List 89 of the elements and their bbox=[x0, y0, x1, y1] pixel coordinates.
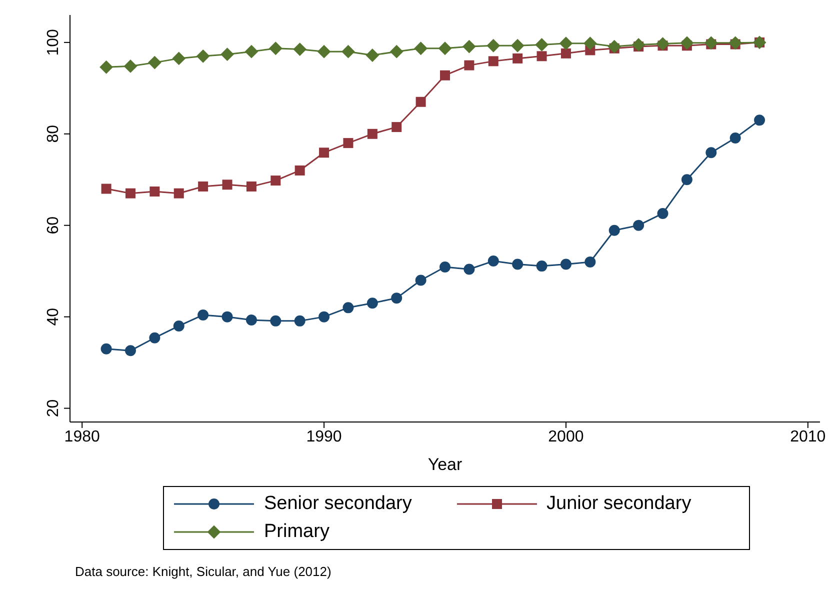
point bbox=[366, 298, 378, 309]
point bbox=[124, 345, 136, 356]
point bbox=[198, 181, 208, 192]
point bbox=[535, 38, 548, 52]
point bbox=[148, 56, 162, 70]
point bbox=[294, 165, 305, 176]
point bbox=[488, 256, 499, 267]
point bbox=[173, 320, 184, 332]
point bbox=[100, 343, 112, 354]
point bbox=[512, 53, 523, 64]
point bbox=[730, 132, 741, 144]
point bbox=[464, 264, 475, 275]
point bbox=[172, 52, 186, 65]
point bbox=[294, 315, 306, 326]
point bbox=[246, 181, 256, 192]
point bbox=[486, 39, 500, 52]
point bbox=[149, 332, 160, 344]
point bbox=[125, 188, 136, 198]
point bbox=[560, 258, 572, 270]
point bbox=[704, 36, 718, 50]
x-tick-label: 1990 bbox=[306, 428, 342, 446]
point bbox=[438, 42, 452, 55]
point bbox=[124, 60, 137, 73]
point bbox=[560, 48, 571, 58]
point bbox=[196, 50, 210, 63]
point bbox=[342, 302, 354, 314]
x-tick-label: 2000 bbox=[548, 428, 584, 446]
point bbox=[656, 37, 670, 50]
point bbox=[584, 256, 596, 268]
point bbox=[680, 36, 694, 50]
point bbox=[632, 38, 646, 52]
point bbox=[318, 311, 330, 322]
x-tick-label: 1980 bbox=[64, 428, 100, 446]
point bbox=[270, 315, 282, 326]
point bbox=[391, 292, 402, 304]
y-tick-label: 100 bbox=[45, 28, 62, 56]
point bbox=[318, 45, 331, 58]
point bbox=[342, 45, 355, 58]
y-tick-label: 60 bbox=[45, 216, 62, 234]
point bbox=[728, 36, 742, 50]
point bbox=[174, 188, 184, 198]
point bbox=[269, 42, 282, 55]
point bbox=[366, 48, 379, 62]
y-tick-label: 40 bbox=[45, 308, 62, 326]
point bbox=[198, 309, 209, 320]
point bbox=[512, 258, 524, 270]
point bbox=[416, 96, 426, 107]
point bbox=[222, 180, 232, 190]
point bbox=[462, 40, 476, 54]
point bbox=[681, 174, 692, 186]
point bbox=[392, 122, 402, 132]
point bbox=[343, 138, 354, 148]
point bbox=[244, 45, 258, 58]
point bbox=[511, 39, 524, 52]
point bbox=[608, 40, 621, 54]
point bbox=[414, 42, 428, 55]
point bbox=[440, 70, 450, 80]
point bbox=[246, 314, 257, 326]
point bbox=[464, 60, 474, 70]
point bbox=[488, 56, 498, 66]
point bbox=[536, 260, 548, 272]
point bbox=[319, 148, 330, 158]
x-axis-title: Year bbox=[428, 455, 463, 474]
legend-label: Junior secondary bbox=[546, 493, 692, 515]
point bbox=[706, 147, 717, 158]
point bbox=[150, 186, 160, 197]
point bbox=[270, 176, 281, 186]
legend-label: Senior secondary bbox=[264, 493, 412, 515]
point bbox=[220, 48, 234, 61]
point bbox=[559, 36, 572, 50]
point bbox=[633, 220, 644, 231]
point bbox=[608, 224, 620, 236]
point bbox=[657, 208, 668, 219]
point bbox=[584, 36, 597, 50]
y-tick-label: 20 bbox=[45, 399, 62, 418]
source-note: Data source: Knight, Sicular, and Yue (2012) bbox=[75, 564, 332, 579]
point bbox=[293, 42, 306, 56]
point bbox=[100, 60, 113, 74]
point bbox=[222, 311, 233, 322]
point bbox=[101, 184, 112, 194]
legend-label: Primary bbox=[264, 521, 330, 543]
x-tick-label: 2010 bbox=[790, 428, 826, 446]
y-tick-label: 80 bbox=[45, 124, 62, 143]
point bbox=[754, 114, 766, 126]
point bbox=[440, 261, 450, 272]
point bbox=[536, 51, 547, 62]
point bbox=[415, 274, 426, 286]
point bbox=[367, 128, 378, 139]
point bbox=[390, 45, 404, 58]
